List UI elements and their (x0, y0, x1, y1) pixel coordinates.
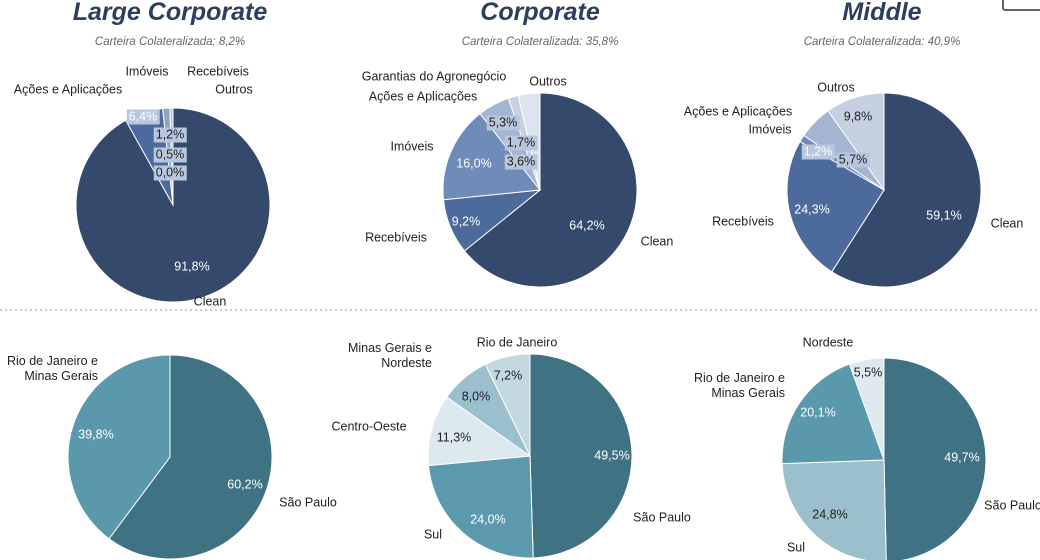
slice-name: Recebíveis (187, 64, 249, 79)
pie-slice (831, 92, 982, 288)
slice-name: Outros (215, 82, 253, 97)
slice-name: Imóveis (390, 139, 434, 154)
data-label: 0,5% (153, 147, 187, 163)
chart-title: Large Corporate (72, 0, 268, 26)
slice-name: Recebíveis (365, 230, 427, 245)
slice-name: Sul (786, 540, 806, 555)
slice-name: Outros (817, 80, 855, 95)
slice-name: Ações e Aplicações (368, 89, 478, 104)
pie-slice (781, 363, 885, 465)
data-label: 91,8% (174, 259, 210, 274)
slice-name: São Paulo (279, 495, 337, 510)
pie-slice (463, 92, 638, 288)
slice-name: Nordeste (802, 335, 854, 350)
pie-slice (529, 353, 633, 559)
slice-name: Minas Gerais e Nordeste (347, 341, 432, 370)
slice-name: Imóveis (748, 122, 792, 137)
data-label: 49,5% (594, 448, 630, 463)
data-label: 1,7% (504, 135, 538, 151)
pie-slice (67, 354, 171, 540)
slice-name: Ações e Aplicações (683, 104, 793, 119)
data-label: 5,3% (486, 115, 520, 131)
data-label: 9,2% (451, 214, 481, 229)
pie-slice (108, 354, 273, 560)
data-label: 5,7% (836, 152, 870, 168)
data-label: 64,2% (569, 218, 605, 233)
pie-slice (484, 353, 531, 457)
data-label: 6,4% (126, 109, 160, 125)
pie-slice (786, 140, 885, 273)
pie-slice (848, 357, 885, 461)
pie-slice (442, 113, 541, 201)
slice-name: Recebíveis (712, 214, 774, 229)
slice-name: Imóveis (125, 64, 169, 79)
data-label: 3,6% (504, 154, 538, 170)
slice-name: Rio de Janeiro (476, 335, 558, 350)
chart-subtitle: Carteira Colateralizada: 40,9% (803, 36, 961, 48)
chart-subtitle: Carteira Colateralizada: 8,2% (94, 36, 246, 48)
data-label: 49,7% (944, 450, 980, 465)
data-label: 11,3% (436, 430, 472, 445)
chart-title: Corporate (480, 0, 600, 26)
data-label: 59,1% (926, 208, 962, 223)
slice-name: Rio de Janeiro e Minas Gerais (693, 371, 785, 400)
data-label: 24,0% (470, 512, 506, 527)
data-label: 7,2% (493, 368, 523, 383)
slice-name: Rio de Janeiro e Minas Gerais (6, 354, 98, 383)
slice-name: Garantias do Agronegócio (361, 69, 507, 84)
slice-name: Outros (529, 74, 567, 89)
chart-subtitle: Carteira Colateralizada: 35,8% (461, 36, 619, 48)
pie-slice (883, 357, 987, 560)
data-label: 20,1% (800, 405, 836, 420)
slice-name: Clean (640, 234, 674, 249)
data-label: 1,2% (153, 127, 187, 143)
pie-slice (427, 455, 534, 559)
pie-slice (781, 459, 887, 560)
data-label: 5,5% (853, 365, 883, 380)
data-label: 16,0% (456, 156, 492, 171)
slice-name: Clean (193, 294, 227, 309)
data-label: 39,8% (78, 427, 114, 442)
data-label: 24,8% (812, 507, 848, 522)
slice-name: Sul (423, 527, 443, 542)
data-label: 24,3% (794, 202, 830, 217)
slice-name: São Paulo (984, 498, 1040, 513)
slice-name: São Paulo (633, 510, 691, 525)
slice-name: Centro-Oeste (331, 419, 407, 434)
chart-title: Middle (842, 0, 922, 26)
data-label: 9,8% (843, 109, 873, 124)
data-label: 0,0% (153, 165, 187, 181)
pie-slice (827, 92, 885, 192)
slice-name: Clean (990, 216, 1024, 231)
data-label: 60,2% (227, 477, 263, 492)
slice-name: Ações e Aplicações (13, 82, 123, 97)
corner-box (1002, 0, 1040, 11)
data-label: 1,2% (801, 144, 835, 160)
pie-slice (427, 396, 532, 467)
data-label: 8,0% (461, 389, 491, 404)
